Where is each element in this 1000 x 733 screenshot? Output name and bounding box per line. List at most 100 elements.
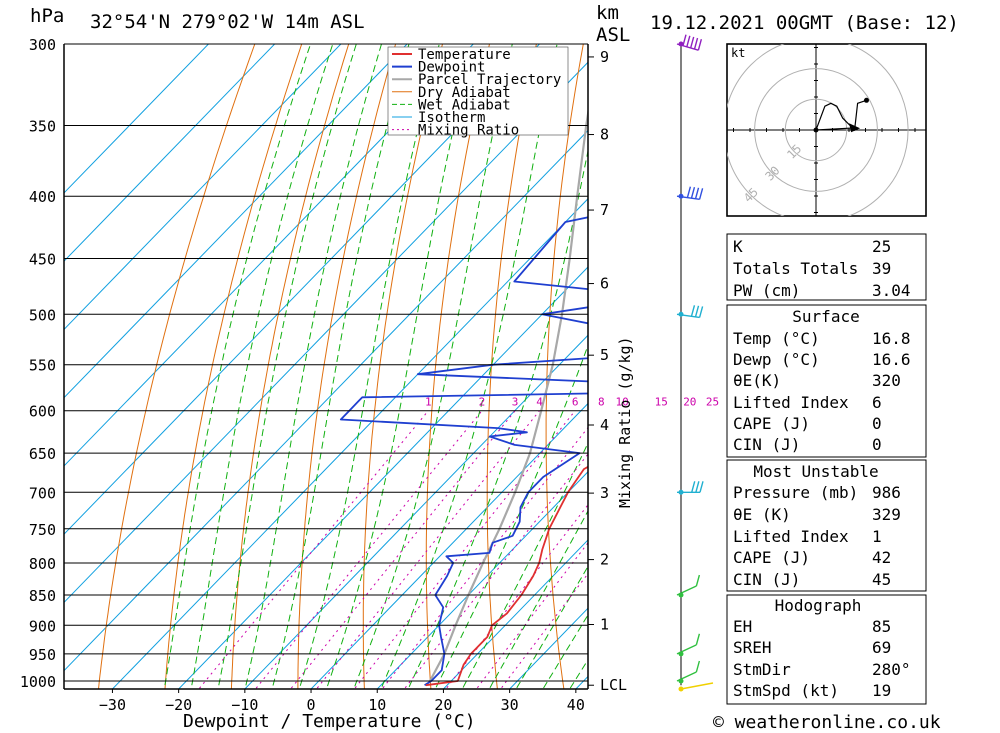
legend-label: Parcel Trajectory xyxy=(418,72,561,88)
wind-barb-flag xyxy=(695,633,701,646)
eh-label: EH xyxy=(733,617,752,636)
isotherm-line xyxy=(64,44,276,262)
mu-cape-label: CAPE (J) xyxy=(733,548,810,567)
wet-adiabat-line xyxy=(515,565,588,689)
pressure-tick-label: 300 xyxy=(29,36,56,54)
wet-adiabat-line xyxy=(542,614,588,689)
eh-value: 85 xyxy=(872,617,891,636)
mixing-ratio-label: 6 xyxy=(572,396,579,409)
isotherm-line xyxy=(64,44,408,399)
mixing-ratio-line xyxy=(353,410,576,689)
wind-barb-shaft xyxy=(676,671,697,682)
mixing-ratio-line xyxy=(381,426,588,689)
isotherm-line xyxy=(64,44,541,535)
wet-adiabat-line xyxy=(271,44,410,689)
stmspd-label: StmSpd (kt) xyxy=(733,681,839,700)
x-axis-title: Dewpoint / Temperature (°C) xyxy=(183,711,476,732)
hodograph-title: Hodograph xyxy=(775,596,862,615)
dry-adiabat-line xyxy=(658,26,700,707)
wind-barb-flag xyxy=(690,187,696,199)
hpa-unit: hPa xyxy=(30,5,64,27)
wet-adiabat-line xyxy=(488,510,588,689)
dry-adiabat-line xyxy=(230,44,350,689)
temperature-tick-label: −30 xyxy=(99,696,126,714)
background-lines xyxy=(64,26,1000,707)
legend-label: Wet Adiabat xyxy=(418,97,511,113)
legend-label: Temperature xyxy=(418,47,511,63)
stmdir-value: 280° xyxy=(872,660,911,679)
mixing-ratio-line xyxy=(403,453,588,689)
hodograph-trace xyxy=(815,99,867,132)
wind-barb-flag xyxy=(691,481,696,493)
km-tick-label: 4 xyxy=(600,416,609,434)
wet-adiabat-line xyxy=(380,44,558,689)
temperature-tick-label: 10 xyxy=(368,696,386,714)
dry-adiabat-line xyxy=(362,44,444,689)
legend-label: Mixing Ratio xyxy=(418,123,519,139)
k-index-label: K xyxy=(733,237,743,256)
surface-motion-arrow xyxy=(680,682,714,690)
km-unit: km xyxy=(596,2,619,24)
surface-cape-label: CAPE (J) xyxy=(733,414,810,433)
pressure-tick-label: 850 xyxy=(29,587,56,605)
temperature-tick-label: −20 xyxy=(165,696,192,714)
copyright-link[interactable]: © weatheronline.co.uk xyxy=(713,712,941,733)
wind-barb-flag xyxy=(697,38,703,51)
storm-motion-arrowhead xyxy=(849,123,861,133)
temperature-tick-label: 0 xyxy=(307,696,316,714)
mixing-ratio-line xyxy=(290,410,516,689)
temperature-tick-label: −10 xyxy=(231,696,258,714)
wind-barb-flag xyxy=(695,660,701,673)
wet-adiabat-line xyxy=(461,441,588,689)
wind-barb-flag xyxy=(690,36,695,49)
most-unstable-title: Most Unstable xyxy=(753,462,878,481)
indices-table: K 25 Totals Totals 39 PW (cm) 3.04 xyxy=(726,233,927,301)
pressure-tick-label: 450 xyxy=(29,251,56,269)
hodograph-table: Hodograph EH 85 SREH 69 StmDir 280° StmS… xyxy=(726,594,927,705)
wet-adiabat-line xyxy=(244,44,383,689)
surface-li-label: Lifted Index xyxy=(733,393,849,412)
pw-label: PW (cm) xyxy=(733,281,800,300)
wind-barb xyxy=(676,660,701,682)
wind-barb xyxy=(677,481,704,493)
surface-temp-value: 16.8 xyxy=(872,329,911,348)
stmdir-label: StmDir xyxy=(733,660,791,679)
dry-adiabat-line xyxy=(486,44,537,689)
legend-box xyxy=(387,46,569,136)
temperature-tick-label: 40 xyxy=(567,696,585,714)
mu-theta-e-value: 329 xyxy=(872,505,901,524)
hodograph-ring xyxy=(727,44,909,216)
wind-barb xyxy=(676,34,703,51)
wind-barb-flag xyxy=(698,188,704,200)
hodograph-endpoint xyxy=(863,97,869,103)
isotherm-line xyxy=(64,44,210,194)
dewpoint-profile xyxy=(339,216,588,686)
sreh-label: SREH xyxy=(733,638,772,657)
wet-adiabat-line xyxy=(325,44,474,689)
km-tick-label: 7 xyxy=(600,201,609,219)
mixing-ratio-label: 4 xyxy=(536,396,543,409)
hodograph-ring xyxy=(754,68,878,192)
pressure-tick-label: 400 xyxy=(29,188,56,206)
wet-adiabat-line xyxy=(190,44,334,689)
mu-cin-label: CIN (J) xyxy=(733,570,800,589)
storm-motion-arrow xyxy=(815,127,857,131)
km-tick-label: LCL xyxy=(600,676,627,694)
pressure-tick-label: 500 xyxy=(29,306,56,324)
dry-adiabat-line xyxy=(959,26,1000,707)
wet-adiabat-line xyxy=(217,44,357,689)
dry-adiabat-line xyxy=(545,44,584,689)
wind-barb-flag xyxy=(690,305,696,317)
legend-label: Dry Adiabat xyxy=(418,85,511,101)
pw-value: 3.04 xyxy=(872,281,911,300)
isotherm-line xyxy=(244,334,588,689)
wind-barb-shaft xyxy=(676,644,697,655)
pressure-tick-label: 650 xyxy=(29,445,56,463)
wind-barb xyxy=(676,574,701,596)
mixing-ratio-label: 8 xyxy=(598,396,605,409)
k-index-value: 25 xyxy=(872,237,891,256)
hodograph-unit: kt xyxy=(731,46,745,60)
sounding-datetime: 19.12.2021 00GMT (Base: 12) xyxy=(650,12,959,34)
pressure-tick-label: 550 xyxy=(29,357,56,375)
